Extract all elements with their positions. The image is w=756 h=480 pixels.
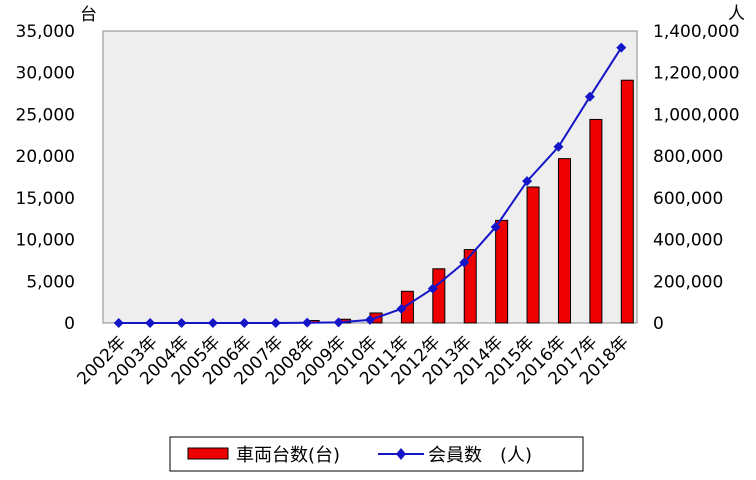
line-point	[145, 318, 156, 328]
left-tick-label: 35,000	[16, 22, 75, 42]
left-tick-label: 15,000	[16, 189, 75, 209]
right-tick-label: 1,000,000	[653, 105, 740, 125]
line-point	[270, 318, 281, 328]
right-tick-label: 1,400,000	[653, 22, 740, 42]
left-tick-label: 0	[64, 314, 75, 334]
bar	[557, 158, 571, 324]
legend-line-label: 会員数 (人)	[428, 445, 532, 466]
right-tick-label: 800,000	[653, 147, 723, 167]
left-axis-ticks: 0 5,000 10,000 15,000 20,000 25,000 30,000 35,0…	[16, 22, 75, 334]
line-point	[365, 314, 375, 325]
bar	[526, 186, 540, 324]
bar-series	[306, 79, 634, 324]
bar	[620, 79, 634, 324]
left-tick-label: 10,000	[16, 231, 75, 251]
legend-bar-swatch	[187, 447, 229, 460]
line-point	[459, 257, 470, 268]
bar	[589, 118, 603, 324]
right-axis-ticks: 0 200,000 400,000 600,000 800,000 1,000,000 1,…	[653, 22, 740, 334]
line-point	[616, 42, 627, 53]
left-axis-unit: 台	[80, 5, 97, 25]
plot-area	[102, 30, 638, 324]
line-point	[427, 283, 438, 294]
line-point	[176, 318, 187, 328]
legend-bar-label: 車両台数(台)	[236, 445, 340, 466]
right-tick-label: 200,000	[653, 272, 723, 292]
x-axis-labels: 2002年2003年2004年2005年2006年2007年2008年2009年…	[73, 332, 632, 389]
left-tick-label: 25,000	[16, 105, 75, 125]
legend-box	[169, 436, 584, 472]
bar	[495, 219, 509, 324]
line-point	[239, 318, 250, 328]
legend-line-marker	[396, 448, 406, 460]
line-point	[522, 176, 533, 187]
left-tick-label: 5,000	[26, 272, 75, 292]
right-tick-label: 0	[653, 314, 664, 334]
line-point	[302, 317, 313, 328]
line-point	[396, 303, 407, 314]
line-point	[490, 222, 501, 233]
right-axis-unit: 人	[728, 4, 745, 24]
line-point	[113, 318, 124, 328]
right-tick-label: 400,000	[653, 231, 723, 251]
line-point	[584, 91, 595, 102]
line-point	[333, 317, 344, 328]
right-tick-label: 1,200,000	[653, 64, 740, 84]
bar	[432, 268, 446, 324]
left-tick-label: 30,000	[16, 64, 75, 84]
bar	[463, 249, 477, 324]
line-point	[207, 318, 218, 328]
line-series	[113, 42, 627, 328]
left-tick-label: 20,000	[16, 147, 75, 167]
line-point	[553, 141, 564, 152]
legend: 車両台数(台) 会員数 (人)	[169, 436, 584, 472]
right-tick-label: 600,000	[653, 189, 723, 209]
